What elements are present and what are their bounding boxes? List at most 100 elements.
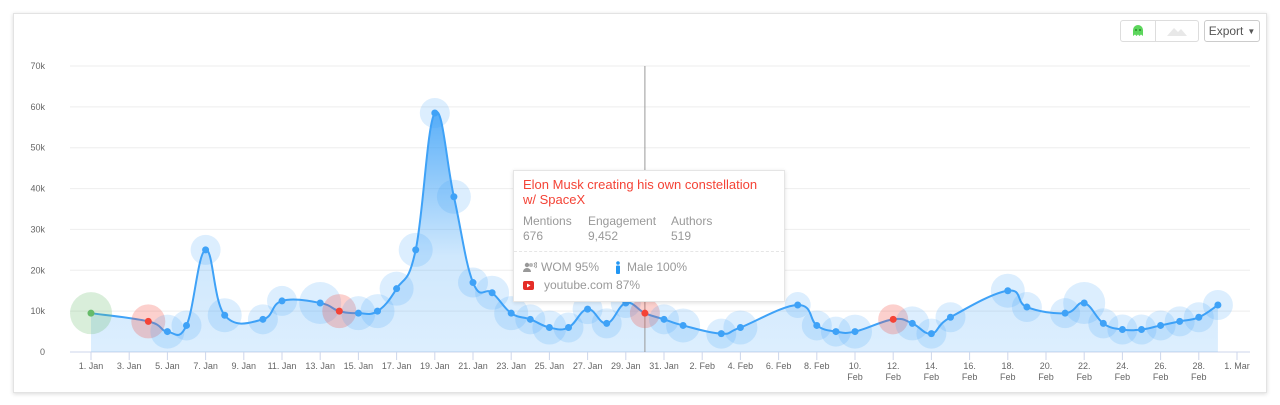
data-point (526, 315, 534, 323)
x-tick-label: 13. Jan (305, 361, 335, 371)
y-tick-label: 20k (30, 265, 45, 275)
data-point (717, 330, 725, 338)
data-point (354, 309, 362, 317)
y-tick-label: 50k (30, 143, 45, 153)
y-tick-label: 40k (30, 184, 45, 194)
data-point (316, 299, 324, 307)
x-tick-label: 5. Jan (155, 361, 180, 371)
data-point (813, 321, 821, 329)
data-point (183, 321, 190, 329)
x-tick-label: 31. Jan (649, 361, 679, 371)
x-tick-label: 16. Feb (962, 361, 978, 382)
tooltip-divider (514, 251, 784, 252)
data-point (469, 279, 477, 287)
data-point (374, 307, 381, 315)
area-view-button[interactable] (1155, 21, 1198, 41)
data-point (1061, 309, 1069, 317)
data-point (947, 313, 954, 321)
event-tooltip: Elon Musk creating his own constellation… (513, 170, 785, 302)
x-tick-label: 4. Feb (728, 361, 754, 371)
x-tick-label: 29. Jan (611, 361, 641, 371)
data-point (393, 285, 401, 293)
data-point (259, 315, 267, 323)
area-fill (91, 111, 1218, 352)
stat-mentions: Mentions 676 (523, 214, 572, 244)
data-point (927, 330, 935, 338)
x-tick-label: 10. Feb (847, 361, 863, 382)
data-point (202, 246, 210, 254)
data-point (908, 319, 916, 327)
data-point (488, 289, 496, 297)
y-tick-label: 60k (30, 102, 45, 112)
stat-engagement: Engagement 9,452 (588, 214, 656, 244)
x-tick-label: 28. Feb (1191, 361, 1207, 382)
x-tick-label: 2. Feb (689, 361, 715, 371)
wom-value: WOM 95% (541, 260, 600, 274)
y-tick-label: 70k (30, 61, 45, 71)
data-point (889, 315, 897, 323)
x-tick-label: 3. Jan (117, 361, 142, 371)
x-tick-label: 6. Feb (766, 361, 792, 371)
stat-value: 519 (671, 229, 692, 243)
x-tick-label: 9. Jan (232, 361, 257, 371)
data-point (412, 246, 420, 254)
x-tick-label: 15. Jan (344, 361, 374, 371)
x-tick-label: 19. Jan (420, 361, 450, 371)
x-tick-label: 26. Feb (1153, 361, 1169, 382)
data-point (545, 323, 553, 331)
data-point (278, 297, 286, 305)
x-tick-label: 24. Feb (1115, 361, 1131, 382)
data-point (1214, 301, 1222, 309)
view-toggle (1120, 20, 1199, 42)
data-point (1157, 321, 1165, 329)
data-point (679, 321, 687, 329)
stat-label: Engagement (588, 214, 657, 228)
area-view-icon (1167, 28, 1187, 36)
data-point (1080, 299, 1088, 307)
x-tick-label: 1. Mar (1224, 361, 1250, 371)
x-tick-label: 23. Jan (496, 361, 526, 371)
data-point (641, 309, 649, 317)
data-point (832, 328, 840, 336)
data-point (87, 309, 95, 317)
data-point (221, 311, 229, 319)
youtube-icon (523, 280, 534, 290)
x-tick-label: 17. Jan (382, 361, 412, 371)
data-point (736, 323, 744, 331)
x-tick-label: 18. Feb (1000, 361, 1016, 382)
data-point (584, 305, 592, 313)
stat-authors: Authors 519 (671, 214, 712, 244)
data-point (1099, 319, 1107, 327)
x-tick-label: 27. Jan (573, 361, 603, 371)
x-tick-label: 25. Jan (535, 361, 565, 371)
stat-label: Mentions (523, 214, 572, 228)
x-tick-label: 22. Feb (1076, 361, 1092, 382)
data-point (144, 317, 152, 325)
data-point (1004, 287, 1012, 295)
data-point (1176, 317, 1184, 325)
caret-down-icon: ▼ (1247, 26, 1256, 36)
tooltip-demographics: WOM 95% Male 100% (523, 260, 687, 274)
x-tick-label: 20. Feb (1038, 361, 1054, 382)
data-point (507, 309, 515, 317)
data-point (1023, 303, 1031, 311)
stat-value: 9,452 (588, 229, 619, 243)
x-tick-label: 14. Feb (924, 361, 940, 382)
y-tick-label: 0 (40, 347, 45, 357)
data-point (794, 301, 802, 309)
data-point (1195, 313, 1203, 321)
x-tick-label: 11. Jan (268, 361, 297, 371)
data-point (431, 109, 439, 117)
y-tick-label: 10k (30, 306, 45, 316)
tooltip-title: Elon Musk creating his own constellation… (523, 177, 758, 207)
bubble-view-button[interactable] (1121, 21, 1155, 41)
data-point (660, 315, 668, 323)
export-button[interactable]: Export ▼ (1204, 20, 1260, 42)
data-point (603, 319, 611, 327)
x-tick-label: 12. Feb (885, 361, 901, 382)
data-point (851, 328, 859, 336)
wom-people-icon (523, 262, 537, 272)
source-value: youtube.com 87% (544, 278, 641, 292)
x-tick-label: 1. Jan (79, 361, 104, 371)
